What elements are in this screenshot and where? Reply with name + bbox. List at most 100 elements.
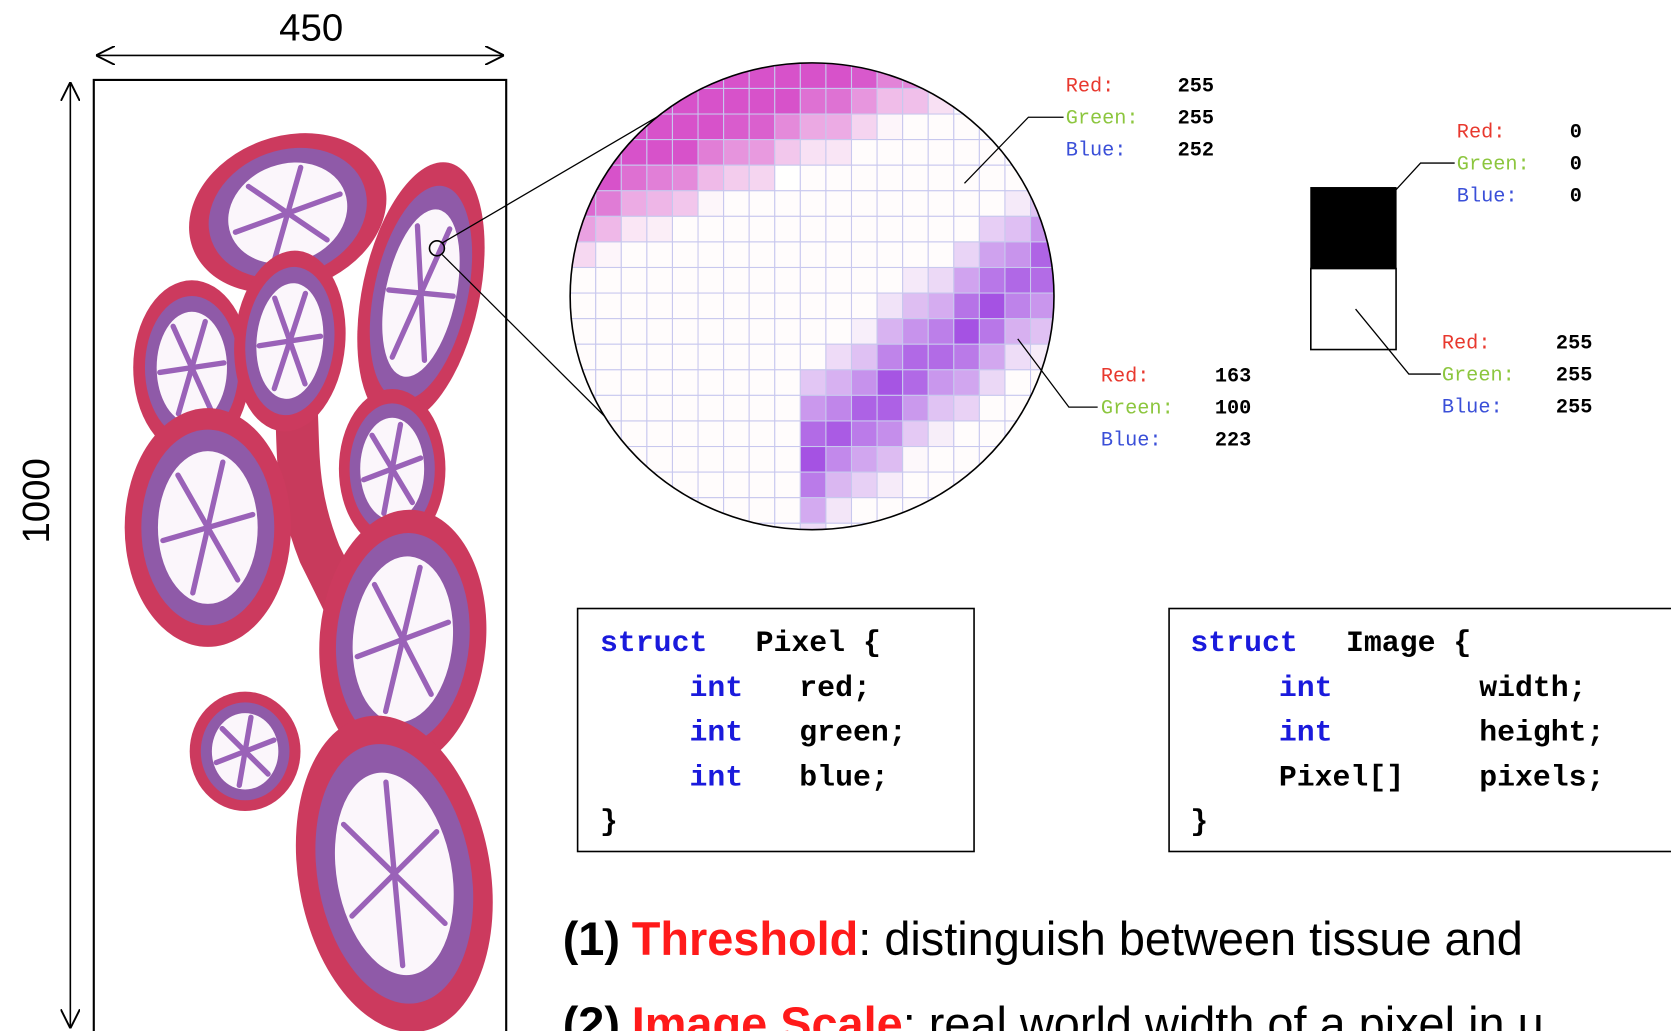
pixel [979,140,1005,166]
channel-label: Blue: [1066,140,1127,163]
tissue-lobe [125,408,291,647]
pixel [928,63,954,89]
pixel [928,242,954,268]
pixel [1031,293,1057,319]
pixel [800,63,826,89]
white-pixel [1311,269,1396,350]
pixel [1005,447,1031,473]
page: {"dimensions": {"width": "450", "height"… [0,0,1671,1031]
pixel [851,267,877,293]
pixel [979,472,1005,498]
pixel [903,114,929,140]
pixel [672,370,698,396]
pixel [775,165,801,191]
channel-value: 252 [1178,140,1214,163]
channel-label: Blue: [1457,185,1518,208]
pixel [928,447,954,473]
pixel [698,88,724,114]
pixel [749,344,775,370]
pixel [1005,216,1031,242]
pixel [724,395,750,421]
pixel [851,447,877,473]
pixel [621,395,647,421]
pixel [621,165,647,191]
pixel [775,395,801,421]
field-name: width; [1479,671,1586,705]
pixel [647,165,673,191]
pixel [1031,165,1057,191]
pixel [877,319,903,345]
pixel [749,191,775,217]
pixel [826,370,852,396]
pixel [647,395,673,421]
note: (1)Threshold: distinguish between tissue… [563,913,1523,965]
pixel [800,165,826,191]
pixel [1005,114,1031,140]
pixel [851,165,877,191]
pixel [877,165,903,191]
pixel [698,472,724,498]
pixel [928,267,954,293]
pixel [621,370,647,396]
pixel [851,319,877,345]
pixel [954,344,980,370]
pixel [647,140,673,166]
pixel [979,165,1005,191]
pixel [1005,319,1031,345]
pixel [775,140,801,166]
pixel [570,472,596,498]
channel-value: 255 [1178,108,1214,131]
pixel [596,344,622,370]
pixel [954,216,980,242]
pixel [800,242,826,268]
pixel [749,421,775,447]
pixel [621,293,647,319]
pixel [724,447,750,473]
pixel [851,242,877,268]
pixel [570,191,596,217]
pixel [724,344,750,370]
pixel [775,267,801,293]
pixel [775,191,801,217]
pixel [749,293,775,319]
pixel [698,293,724,319]
pixel [954,267,980,293]
pixel [596,63,622,89]
field-name: red; [799,671,871,705]
pixel [647,447,673,473]
pixel [1005,395,1031,421]
pixel [877,191,903,217]
pixel [698,447,724,473]
pixel [698,319,724,345]
pixel [724,88,750,114]
pixel [1005,370,1031,396]
struct-name: Image { [1346,626,1471,660]
pixel [672,191,698,217]
channel-label: Green: [1066,108,1139,131]
pixel [621,472,647,498]
pixel [979,370,1005,396]
pixel [903,344,929,370]
pixel [698,267,724,293]
pixel [877,472,903,498]
pixel [877,242,903,268]
pixel [928,370,954,396]
pixel [877,216,903,242]
pixel [749,267,775,293]
pixel [903,319,929,345]
pixel [903,523,929,549]
pixel [928,165,954,191]
pixel [647,63,673,89]
pixel [1031,140,1057,166]
pixel [647,293,673,319]
field-type: int [1279,716,1333,750]
pixel [775,472,801,498]
pixel [672,344,698,370]
pixel [647,216,673,242]
pixel [698,498,724,524]
channel-value: 255 [1556,396,1592,419]
pixel [775,88,801,114]
pixel [775,319,801,345]
pixel [724,267,750,293]
pixel [698,191,724,217]
